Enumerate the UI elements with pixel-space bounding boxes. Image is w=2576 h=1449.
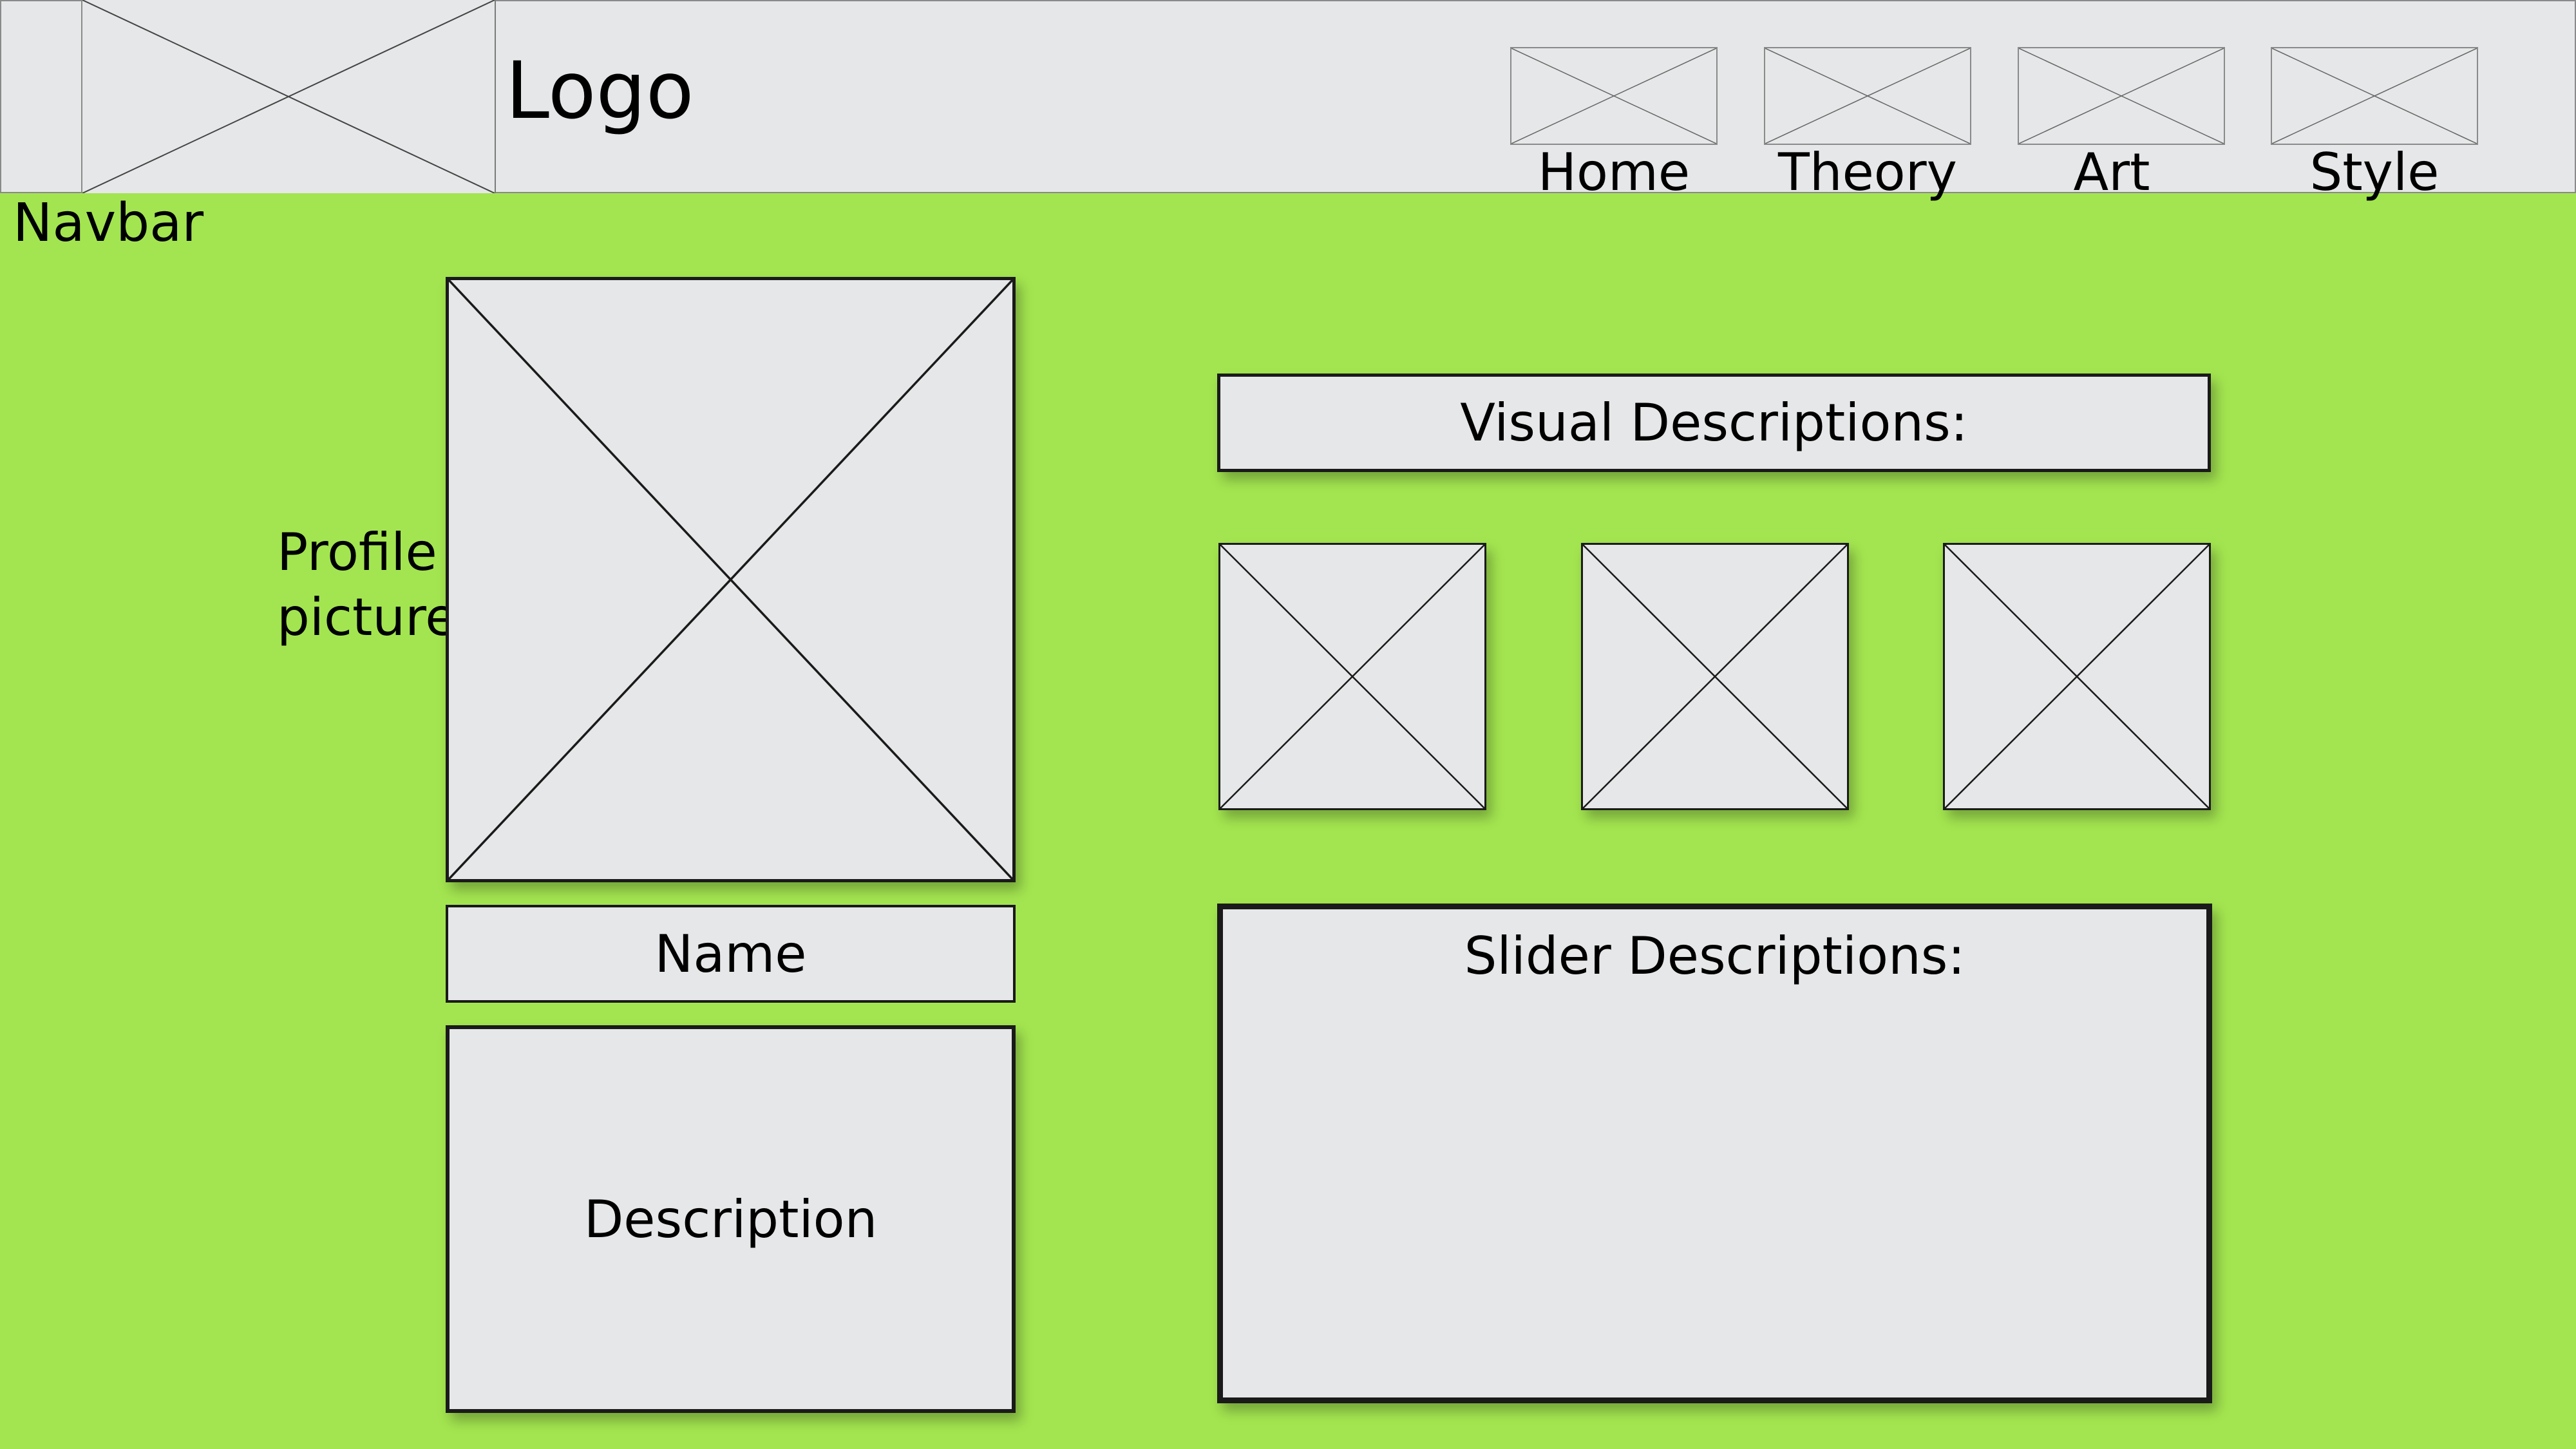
name-label: Name <box>654 923 807 984</box>
image-placeholder-icon <box>1220 545 1484 808</box>
navbar-left-panel <box>0 0 82 193</box>
profile-picture-label: Profile picture <box>277 522 457 647</box>
image-placeholder-icon <box>449 280 1012 879</box>
slider-descriptions-title: Slider Descriptions: <box>1464 926 1965 986</box>
logo-text: Logo <box>506 45 694 137</box>
profile-picture-placeholder[interactable] <box>446 277 1016 882</box>
nav-item-home-label[interactable]: Home <box>1537 142 1690 202</box>
name-field[interactable]: Name <box>446 905 1016 1003</box>
image-placeholder-icon <box>82 0 495 193</box>
visual-descriptions-header: Visual Descriptions: <box>1217 374 2211 472</box>
image-placeholder-icon <box>1583 545 1847 808</box>
nav-item-art-label[interactable]: Art <box>2073 142 2150 202</box>
visual-descriptions-title: Visual Descriptions: <box>1460 393 1968 453</box>
nav-item-style-label[interactable]: Style <box>2309 142 2439 202</box>
image-placeholder-icon <box>2272 48 2477 144</box>
image-placeholder-icon <box>1765 48 1970 144</box>
nav-item-home-image[interactable] <box>1510 47 1718 145</box>
logo-image-placeholder[interactable] <box>82 0 496 193</box>
image-placeholder-icon <box>1511 48 1716 144</box>
visual-thumbnail-1[interactable] <box>1218 543 1486 810</box>
description-box[interactable]: Description <box>446 1025 1016 1413</box>
nav-item-art-image[interactable] <box>2018 47 2225 145</box>
nav-item-style-image[interactable] <box>2271 47 2478 145</box>
description-label: Description <box>583 1189 878 1249</box>
nav-item-theory-image[interactable] <box>1764 47 1971 145</box>
navbar-caption: Navbar <box>13 193 204 254</box>
nav-item-theory-label[interactable]: Theory <box>1778 142 1957 202</box>
image-placeholder-icon <box>2019 48 2224 144</box>
slider-descriptions-panel[interactable]: Slider Descriptions: <box>1217 904 2212 1403</box>
visual-thumbnail-2[interactable] <box>1581 543 1849 810</box>
visual-thumbnail-3[interactable] <box>1943 543 2211 810</box>
image-placeholder-icon <box>1945 545 2209 808</box>
